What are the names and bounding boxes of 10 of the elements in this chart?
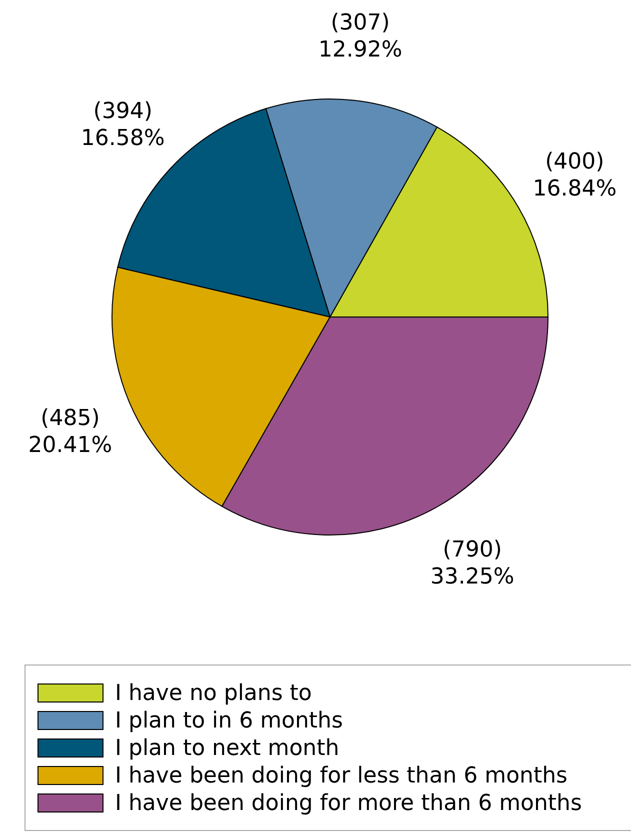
data-label: (307) 12.92% (318, 10, 402, 63)
legend-label: I plan to in 6 months (115, 708, 343, 734)
legend-label: I plan to next month (115, 736, 340, 761)
legend-label: I have been doing for less than 6 months (115, 764, 568, 788)
legend-label: I have been doing for more than 6 months (115, 791, 582, 816)
data-label: (485) 20.41% (28, 406, 112, 458)
data-label: (400) 16.84% (532, 150, 617, 202)
data-label: (394) 16.58% (80, 99, 165, 152)
legend-label: I have no plans to (115, 681, 312, 706)
data-label: (790) 33.25% (430, 538, 514, 590)
